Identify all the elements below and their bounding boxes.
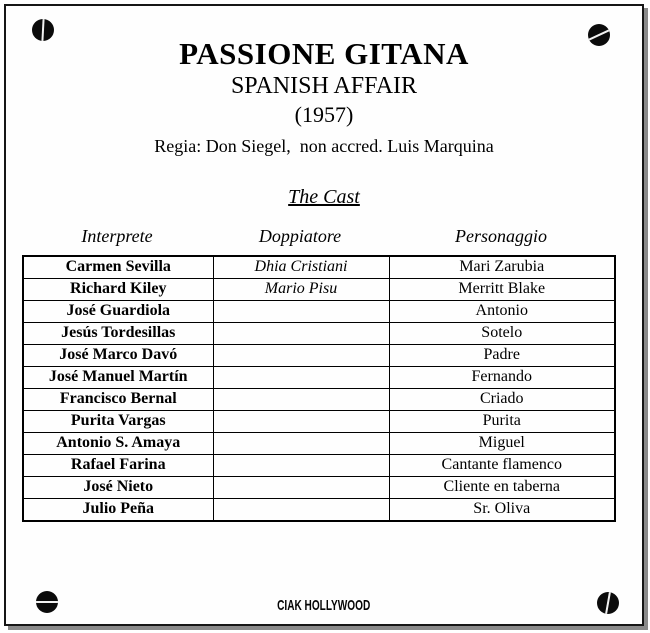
cell-doppiatore xyxy=(212,410,390,433)
table-row: José Nieto Cliente en taberna xyxy=(22,476,616,499)
cell-interprete: José Manuel Martín xyxy=(22,366,214,389)
table-row: José Manuel Martín Fernando xyxy=(22,366,616,389)
cell-personaggio: Cantante flamenco xyxy=(388,454,616,477)
cell-personaggio: Padre xyxy=(388,344,616,367)
cell-doppiatore xyxy=(212,322,390,345)
screw-icon-top-right xyxy=(588,24,610,46)
footer: CIAK HOLLYWOOD xyxy=(6,597,642,615)
cell-personaggio: Fernando xyxy=(388,366,616,389)
cell-doppiatore xyxy=(212,432,390,455)
film-year: (1957) xyxy=(294,102,354,127)
cell-interprete: Purita Vargas xyxy=(22,410,214,433)
cell-doppiatore xyxy=(212,454,390,477)
table-row: José Guardiola Antonio xyxy=(22,300,616,323)
table-row: Rafael Farina Cantante flamenco xyxy=(22,454,616,477)
column-header-doppiatore: Doppiatore xyxy=(258,226,342,246)
column-header-interprete: Interprete xyxy=(81,226,153,246)
screw-icon-bottom-right xyxy=(597,592,619,614)
cell-interprete: Julio Peña xyxy=(22,498,214,522)
cell-doppiatore: Dhia Cristiani xyxy=(212,255,390,279)
cell-personaggio: Criado xyxy=(388,388,616,411)
cell-interprete: Antonio S. Amaya xyxy=(22,432,214,455)
table-row: Carmen Sevilla Dhia Cristiani Mari Zarub… xyxy=(22,255,616,279)
director-line: Regia: Don Siegel, non accred. Luis Marq… xyxy=(154,136,494,156)
cell-doppiatore xyxy=(212,388,390,411)
table-row: Purita Vargas Purita xyxy=(22,410,616,433)
section-heading: The Cast xyxy=(6,186,642,209)
cell-personaggio: Sr. Oliva xyxy=(388,498,616,522)
cell-interprete: José Marco Davó xyxy=(22,344,214,367)
cell-doppiatore xyxy=(212,300,390,323)
cell-personaggio: Cliente en taberna xyxy=(388,476,616,499)
cell-personaggio: Miguel xyxy=(388,432,616,455)
cell-interprete: Rafael Farina xyxy=(22,454,214,477)
cell-personaggio: Sotelo xyxy=(388,322,616,345)
table-row: Julio Peña Sr. Oliva xyxy=(22,498,616,522)
film-title: PASSIONE GITANA xyxy=(179,36,469,71)
section-heading-text: The Cast xyxy=(288,186,360,208)
table-row: José Marco Davó Padre xyxy=(22,344,616,367)
cell-personaggio: Purita xyxy=(388,410,616,433)
cast-sheet-page: PASSIONE GITANA SPANISH AFFAIR (1957) Re… xyxy=(4,4,644,626)
cell-interprete: Richard Kiley xyxy=(22,278,214,301)
cast-table-column-headers: Interprete Doppiatore Personaggio xyxy=(22,226,614,247)
cell-interprete: José Guardiola xyxy=(22,300,214,323)
cell-personaggio: Merritt Blake xyxy=(388,278,616,301)
screw-icon-bottom-left xyxy=(36,591,58,613)
cell-doppiatore xyxy=(212,476,390,499)
screw-icon-top-left xyxy=(32,19,54,41)
cast-table-body: Carmen Sevilla Dhia Cristiani Mari Zarub… xyxy=(22,255,616,522)
table-row: Antonio S. Amaya Miguel xyxy=(22,432,616,455)
table-row: Richard Kiley Mario Pisu Merritt Blake xyxy=(22,278,616,301)
table-row: Francisco Bernal Criado xyxy=(22,388,616,411)
table-row: Jesús Tordesillas Sotelo xyxy=(22,322,616,345)
column-header-personaggio: Personaggio xyxy=(455,226,547,246)
cell-doppiatore xyxy=(212,344,390,367)
cell-doppiatore: Mario Pisu xyxy=(212,278,390,301)
cell-interprete: Jesús Tordesillas xyxy=(22,322,214,345)
cell-doppiatore xyxy=(212,498,390,522)
cell-interprete: Carmen Sevilla xyxy=(22,255,214,279)
cell-doppiatore xyxy=(212,366,390,389)
cast-table: Carmen Sevilla Dhia Cristiani Mari Zarub… xyxy=(22,255,616,522)
film-subtitle: SPANISH AFFAIR xyxy=(230,73,418,99)
cell-interprete: José Nieto xyxy=(22,476,214,499)
cell-interprete: Francisco Bernal xyxy=(22,388,214,411)
cell-personaggio: Mari Zarubia xyxy=(388,255,616,279)
ciak-hollywood-logo: CIAK HOLLYWOOD xyxy=(277,596,371,614)
cell-personaggio: Antonio xyxy=(388,300,616,323)
